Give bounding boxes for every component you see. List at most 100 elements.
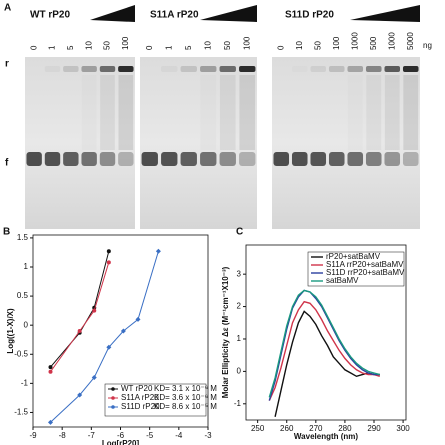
x-tick-label: 290 xyxy=(367,424,381,433)
lane-label: 5 xyxy=(184,45,193,50)
marker xyxy=(48,419,53,425)
x-tick-label: -4 xyxy=(175,431,183,440)
lane-label: 0 xyxy=(145,45,154,50)
lane-label: 0 xyxy=(276,45,285,50)
lane-label: 1000 xyxy=(387,32,396,50)
bound-band xyxy=(118,66,134,72)
gel-title: S11A rP20 xyxy=(150,10,199,21)
bound-band xyxy=(347,66,364,72)
y-tick-label: 0 xyxy=(24,320,29,329)
y-tick-label: 0.5 xyxy=(17,291,29,300)
lane-label: 500 xyxy=(369,36,378,50)
legend-label: WT rP20 xyxy=(121,384,153,393)
free-band xyxy=(219,152,236,166)
x-tick-label: 270 xyxy=(309,424,323,433)
smear xyxy=(81,75,97,150)
lane-label: 50 xyxy=(103,41,112,50)
smear xyxy=(384,75,400,150)
plot-frame xyxy=(245,244,407,421)
lane-label: 5 xyxy=(66,45,75,50)
bound-band xyxy=(180,66,197,72)
bound-band xyxy=(219,66,236,72)
free-band xyxy=(44,152,61,166)
lane-label: 10 xyxy=(84,41,93,50)
lane-label: 50 xyxy=(313,41,322,50)
lane-label: 1 xyxy=(164,45,173,50)
x-tick-label: -8 xyxy=(59,431,67,440)
bound-band xyxy=(161,66,178,72)
free-band xyxy=(384,152,401,166)
free-band xyxy=(99,152,116,166)
smear xyxy=(239,75,256,150)
legend-marker xyxy=(111,396,115,400)
x-tick-label: 280 xyxy=(338,424,352,433)
free-band xyxy=(26,152,42,166)
bound-band xyxy=(239,66,256,72)
lane-label: 10 xyxy=(295,41,304,50)
gel xyxy=(25,57,135,229)
legend-box xyxy=(104,383,207,417)
bound-band xyxy=(292,66,308,72)
legend-label: S11D rP20 xyxy=(121,402,160,411)
lane-label: 50 xyxy=(223,41,232,50)
free-band xyxy=(161,152,178,166)
gel-title: WT rP20 xyxy=(30,10,70,21)
legend-label: S11D rrP20+satBaMV xyxy=(326,268,405,277)
gel xyxy=(272,57,420,229)
wedge xyxy=(200,5,257,22)
legend-kd: KD= 8.6 x 10⁻⁵ M xyxy=(154,402,217,411)
y-tick-label: -1.5 xyxy=(14,408,28,417)
bound-band xyxy=(44,66,61,72)
free-band xyxy=(200,152,217,166)
y-tick-label: 1 xyxy=(237,334,242,343)
smear xyxy=(100,75,115,150)
lane-label: 5000 xyxy=(406,32,415,50)
series-line xyxy=(274,310,380,417)
band-label: r xyxy=(5,59,9,70)
free-band xyxy=(273,152,290,166)
bound-band xyxy=(328,66,345,72)
marker xyxy=(106,249,111,254)
free-band xyxy=(291,152,308,166)
smear xyxy=(403,75,419,150)
lane-label: 100 xyxy=(121,36,130,50)
series-line xyxy=(268,300,380,401)
legend-label: rP20+satBaMV xyxy=(326,252,381,261)
lane-label: 1 xyxy=(48,45,57,50)
free-band xyxy=(328,152,345,166)
free-band xyxy=(310,152,327,166)
bound-band xyxy=(365,66,382,72)
series-line xyxy=(50,262,110,372)
panel-label: C xyxy=(236,227,243,238)
lane-label: 100 xyxy=(332,36,341,50)
legend-label: S11A rrP20+satBaMV xyxy=(326,260,404,269)
free-band xyxy=(81,152,97,166)
legend-marker xyxy=(111,387,115,391)
series-line xyxy=(268,289,380,398)
bound-band xyxy=(384,66,401,72)
y-tick-label: -1 xyxy=(21,378,29,387)
marker xyxy=(92,308,97,313)
bound-band xyxy=(310,66,327,72)
marker xyxy=(106,260,111,265)
y-tick-label: 3 xyxy=(237,269,242,278)
gel-title: S11D rP20 xyxy=(285,10,334,21)
bound-band xyxy=(99,66,116,72)
smear xyxy=(348,75,363,150)
marker xyxy=(77,329,82,333)
x-tick-label: -5 xyxy=(146,431,154,440)
y-axis-label: Molar Ellipticity Δε (M⁻¹cm⁻¹X10⁻³) xyxy=(221,266,230,398)
smear xyxy=(200,75,217,150)
y-tick-label: 1 xyxy=(24,262,29,271)
legend-kd: KD= 3.1 x 10⁻⁶ M xyxy=(154,384,217,393)
y-tick-label: 0 xyxy=(237,366,242,375)
y-tick-label: 1.5 xyxy=(17,233,29,242)
legend-label: satBaMV xyxy=(326,276,359,285)
lane-label: 10 xyxy=(203,41,212,50)
y-tick-label: 2 xyxy=(237,302,242,311)
y-tick-label: -1 xyxy=(234,399,242,408)
marker xyxy=(77,392,83,398)
x-tick-label: -7 xyxy=(88,431,96,440)
panel-label: A xyxy=(4,3,11,14)
series-line xyxy=(268,289,380,401)
